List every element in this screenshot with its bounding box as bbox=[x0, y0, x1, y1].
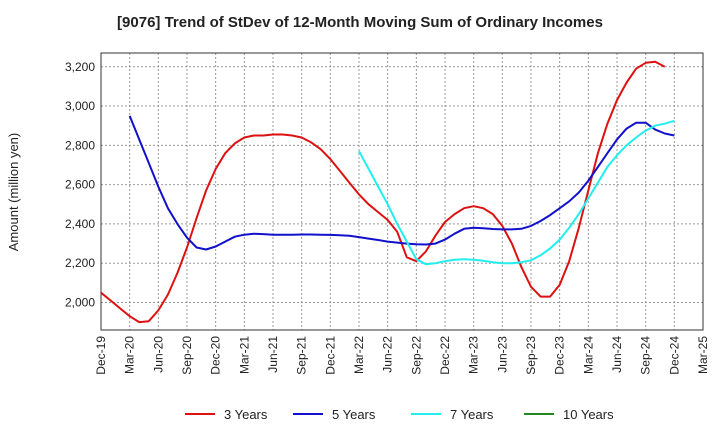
x-tick-label: Jun-20 bbox=[151, 336, 165, 373]
x-tick-label: Jun-21 bbox=[266, 336, 280, 373]
y-tick-label: 2,800 bbox=[65, 138, 95, 152]
x-tick-label: Sep-20 bbox=[180, 336, 194, 375]
grid-layer bbox=[100, 53, 704, 330]
x-axis: Dec-19 Mar-20 Jun-20 Sep-20 Dec-20 Mar-21 Jun-… bbox=[94, 336, 710, 375]
series-line-5-years bbox=[128, 115, 675, 251]
y-tick-label: 2,200 bbox=[65, 256, 95, 270]
x-tick-label: Sep-24 bbox=[639, 336, 653, 375]
x-tick-label: Mar-23 bbox=[467, 336, 481, 374]
x-tick-label: Mar-25 bbox=[696, 336, 710, 374]
y-tick-label: 2,600 bbox=[65, 178, 95, 192]
x-tick-label: Mar-20 bbox=[123, 336, 137, 374]
series-line-7-years bbox=[358, 119, 675, 266]
x-tick-label: Dec-22 bbox=[438, 336, 452, 375]
y-tick-label: 2,000 bbox=[65, 295, 95, 309]
x-tick-label: Dec-21 bbox=[323, 336, 337, 375]
x-tick-label: Jun-24 bbox=[610, 336, 624, 373]
chart-title: [9076] Trend of StDev of 12-Month Moving… bbox=[117, 14, 603, 31]
legend-label-3-years: 3 Years bbox=[224, 407, 268, 422]
x-tick-label: Sep-23 bbox=[524, 336, 538, 375]
x-tick-label: Jun-23 bbox=[495, 336, 509, 373]
legend-label-7-years: 7 Years bbox=[450, 407, 494, 422]
series-layer bbox=[100, 60, 675, 324]
x-tick-label: Mar-22 bbox=[352, 336, 366, 374]
y-axis: 2,000 2,200 2,400 2,600 2,800 3,000 3,200 bbox=[65, 60, 95, 310]
legend-label-5-years: 5 Years bbox=[332, 407, 376, 422]
series-line-3-years bbox=[100, 60, 666, 324]
x-tick-label: Dec-24 bbox=[667, 336, 681, 375]
legend: 3 Years 5 Years 7 Years 10 Years bbox=[185, 407, 614, 422]
y-tick-label: 3,000 bbox=[65, 99, 95, 113]
y-tick-label: 3,200 bbox=[65, 60, 95, 74]
x-tick-label: Sep-22 bbox=[409, 336, 423, 375]
y-tick-label: 2,400 bbox=[65, 217, 95, 231]
x-tick-label: Sep-21 bbox=[295, 336, 309, 375]
y-axis-label: Amount (million yen) bbox=[6, 133, 21, 252]
x-tick-label: Dec-20 bbox=[209, 336, 223, 375]
plot-area bbox=[100, 52, 704, 331]
x-tick-label: Jun-22 bbox=[381, 336, 395, 373]
x-tick-label: Dec-19 bbox=[94, 336, 108, 375]
x-tick-label: Mar-21 bbox=[237, 336, 251, 374]
legend-label-10-years: 10 Years bbox=[563, 407, 614, 422]
x-tick-label: Mar-24 bbox=[581, 336, 595, 374]
x-tick-label: Dec-23 bbox=[553, 336, 567, 375]
